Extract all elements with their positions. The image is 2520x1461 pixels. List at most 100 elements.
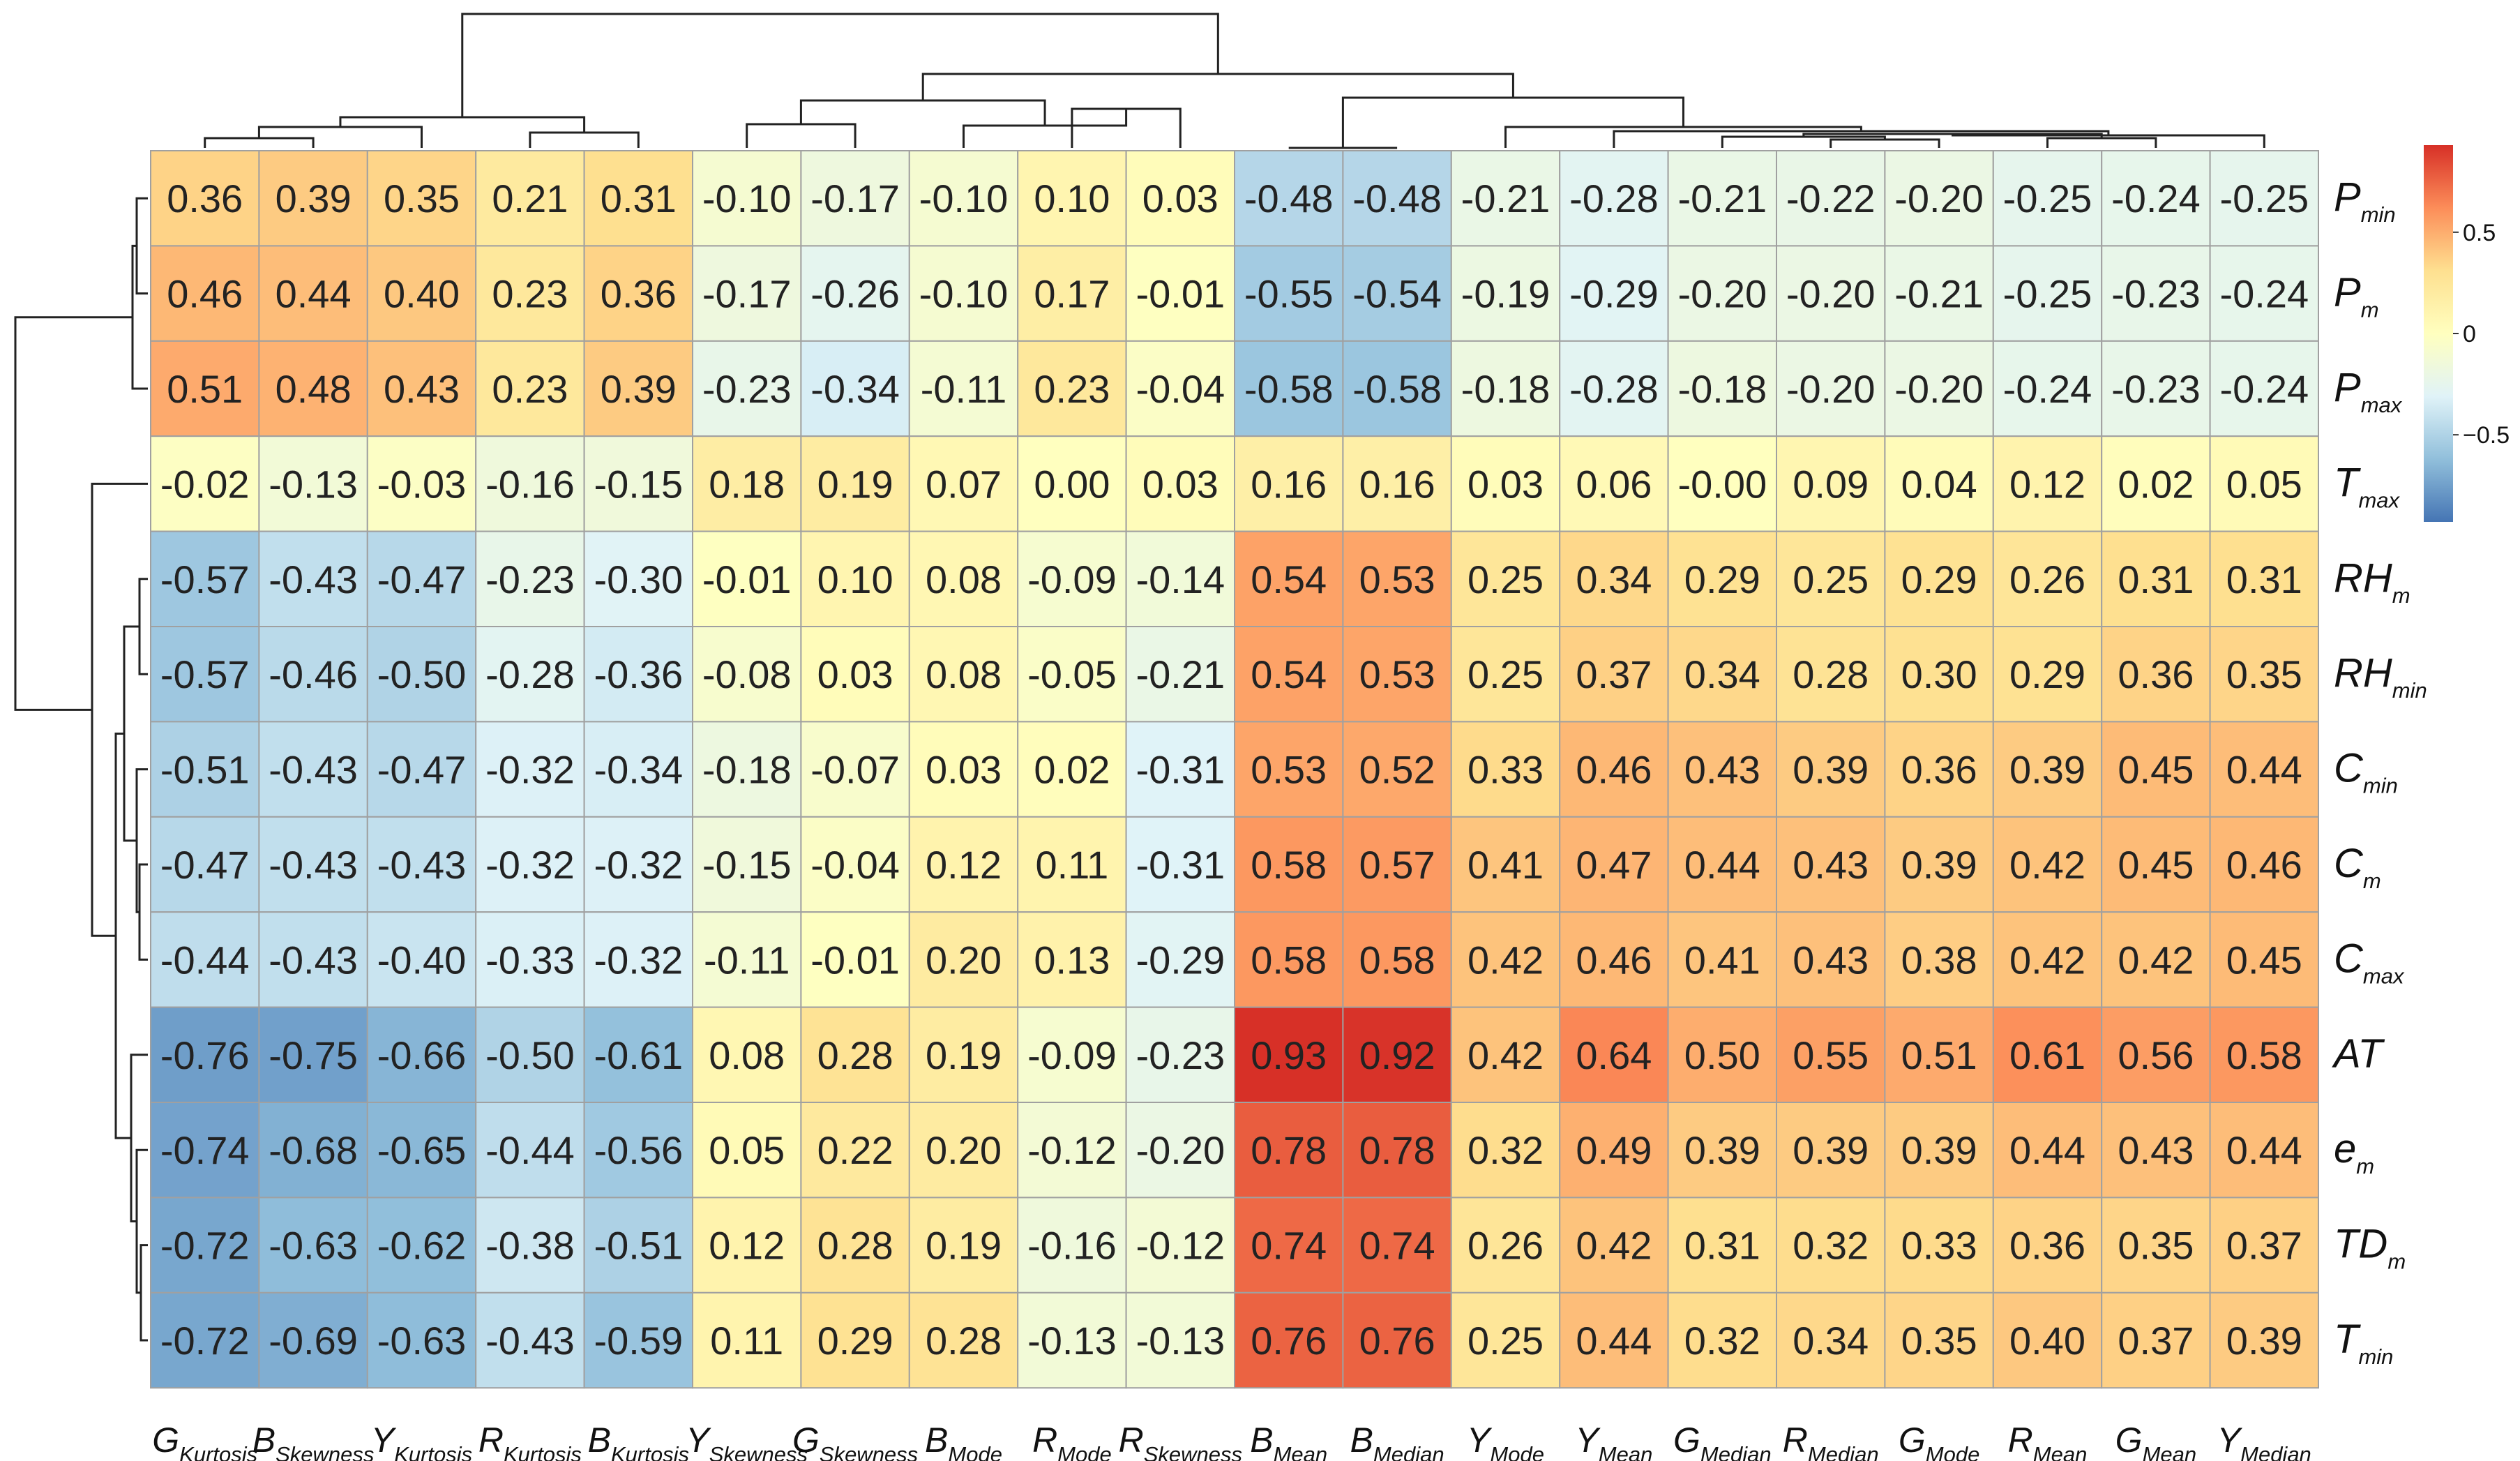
cell-value-label: -0.10 (702, 177, 792, 220)
cell-value-label: 0.41 (1468, 843, 1544, 887)
cell-value-label: 0.44 (1684, 843, 1760, 887)
cell-value-label: -0.57 (160, 557, 250, 601)
cell-value-label: 0.44 (276, 272, 352, 316)
cell-value-label: 0.10 (817, 557, 893, 601)
heatmap-cell (800, 1102, 910, 1199)
cell-value-label: 0.29 (1684, 557, 1760, 601)
cell-value-label: 0.44 (2226, 748, 2302, 792)
cell-value-label: 0.25 (1468, 652, 1544, 696)
cell-value-label: 0.18 (709, 462, 785, 506)
cell-value-label: 0.23 (492, 272, 568, 316)
heatmap-cell (692, 340, 802, 437)
cell-value-label: -0.31 (1135, 843, 1225, 887)
cell-value-label: 0.30 (1901, 652, 1977, 696)
cell-value-label: 0.40 (2009, 1319, 2085, 1363)
heatmap-cell (1992, 340, 2103, 437)
heatmap-cell (1234, 1197, 1344, 1294)
cell-value-label: -0.28 (485, 652, 575, 696)
heatmap-cell (366, 1197, 477, 1294)
cell-value-label: 0.46 (1576, 938, 1652, 982)
cell-value-label: -0.22 (1786, 177, 1876, 220)
cell-value-label: -0.25 (2003, 177, 2092, 220)
heatmap-cell (1559, 530, 1669, 627)
heatmap-cell (1559, 911, 1669, 1008)
cell-value-label: -0.50 (377, 652, 467, 696)
cell-value-label: -0.12 (1027, 1128, 1117, 1172)
cell-value-label: 0.46 (167, 272, 243, 316)
cell-value-label: -0.04 (810, 843, 900, 887)
column-label: BKurtosis (588, 1421, 689, 1461)
heatmap-cell (1667, 911, 1778, 1008)
cell-value-label: -0.24 (2219, 272, 2309, 316)
column-label: RMode (1032, 1421, 1112, 1461)
column-label: GMedian (1673, 1421, 1772, 1461)
heatmap-cell (150, 1291, 260, 1389)
cell-value-label: -0.23 (2111, 272, 2201, 316)
heatmap-cell (1559, 1102, 1669, 1199)
cell-value-label: 0.28 (817, 1224, 893, 1268)
cell-value-label: 0.35 (1901, 1319, 1977, 1363)
heatmap-cell (1125, 911, 1235, 1008)
cell-value-label: 0.20 (926, 938, 1002, 982)
cell-value-label: -0.65 (377, 1128, 467, 1172)
cell-value-label: 0.12 (926, 843, 1002, 887)
heatmap-cell (1776, 816, 1886, 913)
cell-value-label: -0.34 (594, 748, 683, 792)
cell-value-label: -0.24 (2219, 367, 2309, 411)
heatmap-cell (1667, 1102, 1778, 1199)
cell-value-label: 0.03 (1468, 462, 1544, 506)
color-legend-tick-label: 0.5 (2463, 220, 2496, 246)
cell-value-label: -0.16 (1027, 1224, 1117, 1268)
cell-value-label: -0.43 (377, 843, 467, 887)
heatmap-cell (692, 435, 802, 532)
heatmap-cell (150, 1102, 260, 1199)
row-label: Cmin (2334, 746, 2398, 798)
cell-value-label: -0.69 (269, 1319, 358, 1363)
cell-value-label: 0.42 (1468, 1033, 1544, 1077)
heatmap-cell (366, 626, 477, 723)
heatmap-cell (1884, 721, 1994, 818)
cell-value-label: -0.21 (1894, 272, 1984, 316)
heatmap-cell (1017, 530, 1127, 627)
column-dendrogram-link-13 (1952, 134, 2265, 148)
heatmap-cell (1234, 626, 1344, 723)
heatmap-cell (1667, 1006, 1778, 1103)
cell-value-label: 0.61 (2009, 1033, 2085, 1077)
heatmap-cell (366, 911, 477, 1008)
row-dendrogram-link-6 (139, 1244, 148, 1342)
heatmap-cell (1342, 340, 1452, 437)
cell-value-label: 0.35 (384, 177, 460, 220)
cell-value-label: -0.58 (1352, 367, 1442, 411)
column-label: RSkewness (1119, 1421, 1242, 1461)
heatmap-cell (1559, 721, 1669, 818)
cell-value-label: -0.36 (594, 652, 683, 696)
cell-value-label: 0.13 (1034, 938, 1110, 982)
cell-value-label: -0.43 (269, 557, 358, 601)
heatmap-cell (1234, 1102, 1344, 1199)
cell-value-label: 0.16 (1359, 462, 1435, 506)
heatmap-cell (1342, 1197, 1452, 1294)
cell-value-label: -0.14 (1135, 557, 1225, 601)
cell-value-label: 0.31 (2226, 557, 2302, 601)
cell-value-label: 0.08 (926, 652, 1002, 696)
cell-value-label: 0.11 (1035, 843, 1108, 887)
heatmap-cell (1992, 1291, 2103, 1389)
heatmap-cell (1450, 721, 1561, 818)
heatmap-cell (1667, 340, 1778, 437)
cell-value-label: -0.43 (269, 843, 358, 887)
cell-value-label: 0.16 (1251, 462, 1327, 506)
cell-value-label: -0.68 (269, 1128, 358, 1172)
cell-value-label: -0.33 (485, 938, 575, 982)
cell-value-label: 0.45 (2226, 938, 2302, 982)
cell-value-label: 0.35 (2118, 1224, 2194, 1268)
row-dendrogram-link-11 (14, 316, 133, 711)
column-label: RKurtosis (478, 1421, 582, 1461)
heatmap-cell (258, 911, 368, 1008)
heatmap-cell (2209, 626, 2320, 723)
cell-value-label: -0.20 (1894, 177, 1984, 220)
heatmap-cell (2209, 1102, 2320, 1199)
heatmap-cell (1450, 1006, 1561, 1103)
cell-value-label: -0.61 (594, 1033, 683, 1077)
heatmap-cell (1450, 1102, 1561, 1199)
column-dendrogram-link-0 (204, 137, 315, 148)
